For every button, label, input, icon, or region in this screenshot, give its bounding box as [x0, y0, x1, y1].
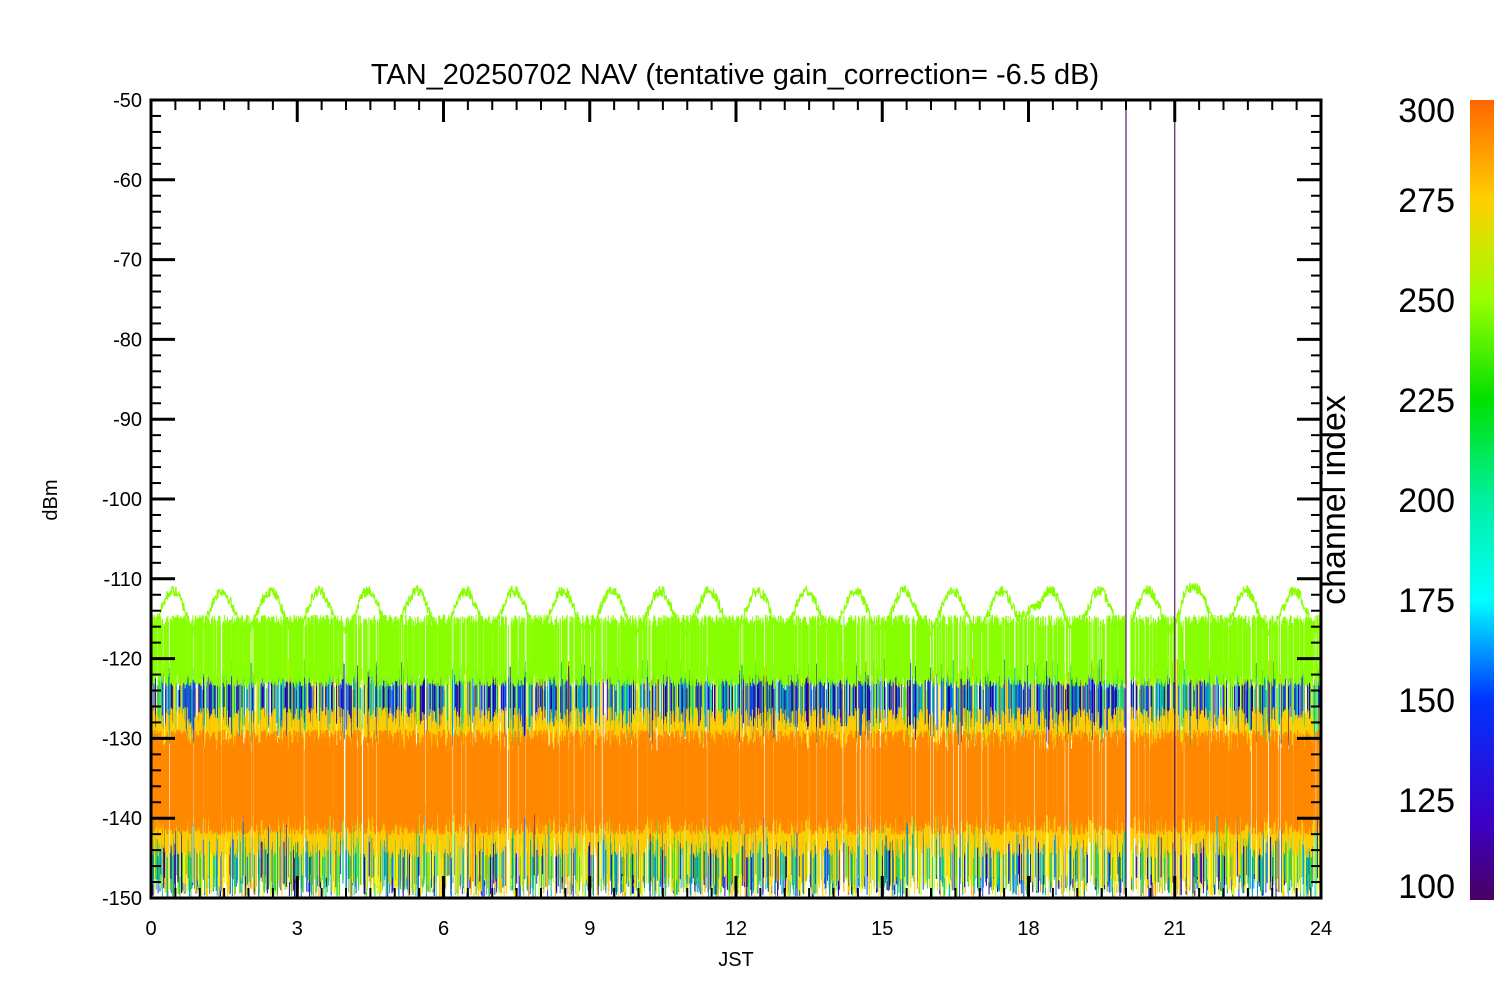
- x-tick-label: 15: [871, 918, 893, 940]
- colorbar-ticks: 300 275 250 225 200 175 150 125 100: [1398, 92, 1455, 906]
- colorbar-tick-label: 275: [1398, 182, 1455, 220]
- colorbar: [1470, 100, 1494, 900]
- x-axis-label: JST: [718, 949, 754, 971]
- colorbar-tick-label: 250: [1398, 282, 1455, 320]
- y-tick-label: -60: [113, 170, 142, 192]
- colorbar-tick-label: 300: [1398, 92, 1455, 130]
- x-tick-label: 0: [145, 918, 156, 940]
- x-tick-label: 18: [1017, 918, 1039, 940]
- y-tick-label: -50: [113, 90, 142, 112]
- x-tick-label: 24: [1310, 918, 1332, 940]
- y-tick-label: -80: [113, 329, 142, 351]
- y-tick-label: -120: [102, 649, 142, 671]
- series-line: [151, 614, 1321, 687]
- y-tick-label: -90: [113, 409, 142, 431]
- colorbar-tick-label: 150: [1398, 682, 1455, 720]
- colorbar-tick-label: 100: [1398, 868, 1455, 906]
- chart-title: TAN_20250702 NAV (tentative gain_correct…: [371, 59, 1099, 91]
- x-axis: 0 3 6 9 12 15 18 21 24: [145, 100, 1332, 940]
- colorbar-tick-label: 175: [1398, 582, 1455, 620]
- y-tick-label: -130: [102, 728, 142, 750]
- series-line: [151, 729, 1321, 835]
- series-line: [151, 582, 1321, 638]
- y-axis: -50 -60 -70 -80 -90 -100 -110 -120 -130 -140 -150: [102, 90, 1321, 910]
- y-tick-label: -110: [103, 569, 142, 591]
- x-tick-label: 21: [1164, 918, 1186, 940]
- y-tick-label: -100: [102, 489, 142, 511]
- x-tick-label: 3: [292, 918, 303, 940]
- series-line: [151, 658, 1321, 747]
- y-tick-label: -150: [102, 888, 142, 910]
- y-tick-label: -140: [102, 808, 142, 830]
- colorbar-tick-label: 125: [1398, 782, 1455, 820]
- x-tick-label: 9: [584, 918, 595, 940]
- y-axis-label: dBm: [40, 479, 62, 520]
- x-tick-label: 12: [725, 918, 747, 940]
- colorbar-label: channel index: [1315, 395, 1353, 605]
- colorbar-tick-label: 225: [1398, 382, 1455, 420]
- x-tick-label: 6: [438, 918, 449, 940]
- plot-data: [151, 100, 1321, 898]
- y-tick-label: -70: [113, 250, 142, 272]
- colorbar-tick-label: 200: [1398, 482, 1455, 520]
